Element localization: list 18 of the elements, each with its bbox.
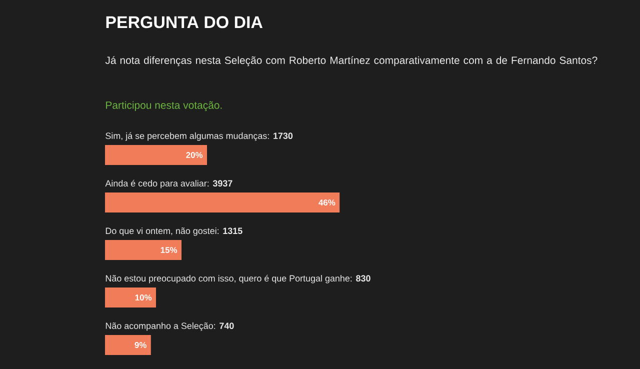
data-label: 46% [318,200,336,206]
bar [105,145,208,166]
data-label: 20% [186,152,203,158]
bar [105,335,151,356]
chart-title: PERGUNTA DO DIA [106,16,263,28]
y-tick-label: Ainda é cedo para avaliar: 3937 [105,180,232,188]
y-tick-label: Do que vi ontem, não gostei: 1315 [106,227,242,236]
text: Participou nesta votação. [106,101,222,111]
bar [105,240,182,260]
data-label: 9% [134,342,146,348]
chart-subtitle: Já nota diferenças nesta Seleção com Roberto Martínez comparativamente com a de Fernando Santos? [105,56,598,66]
y-tick-label: Não acompanho a Seleção: 740 [106,322,234,331]
bar [105,288,156,308]
data-label: 15% [160,247,178,253]
bar [105,192,340,213]
y-tick-label: Sim, já se percebem algumas mudanças: 1730 [106,132,293,141]
y-tick-label: Não estou preocupado com isso, quero é que Portugal ganhe: 830 [106,274,370,284]
data-label: 10% [135,294,152,300]
